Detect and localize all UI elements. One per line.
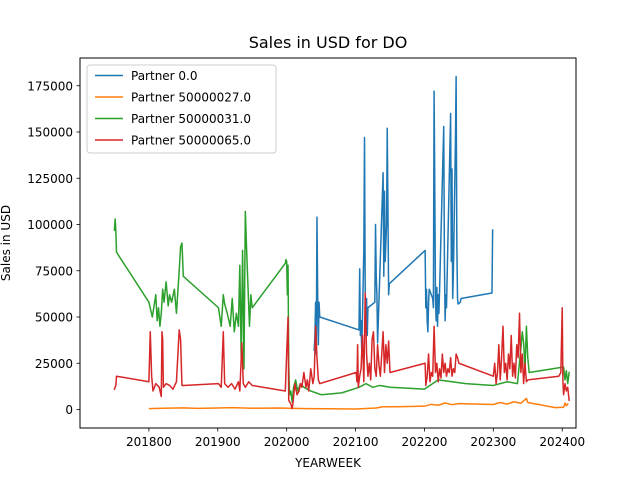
legend: Partner 0.0 Partner 50000027.0 Partner 500… bbox=[86, 64, 277, 154]
x-tick-label: 202300 bbox=[470, 435, 516, 449]
legend-entries: Partner 0.0 Partner 50000027.0 Partner 500… bbox=[95, 69, 251, 148]
series-line-1 bbox=[148, 397, 569, 410]
y-axis-label: Sales in USD bbox=[0, 205, 13, 281]
legend-label-3: Partner 50000065.0 bbox=[131, 134, 251, 148]
y-tick-label: 75000 bbox=[35, 264, 73, 278]
x-axis-ticks: 201800 201900 202000 202100 202200 202300 2024… bbox=[126, 428, 585, 449]
series-line-0 bbox=[313, 75, 494, 355]
x-tick-label: 202200 bbox=[402, 435, 448, 449]
plot-lines bbox=[113, 75, 570, 410]
x-tick-label: 201900 bbox=[195, 435, 241, 449]
legend-label-1: Partner 50000027.0 bbox=[131, 91, 251, 105]
series-line-3 bbox=[113, 292, 570, 410]
chart-title: Sales in USD for DO bbox=[249, 33, 408, 52]
x-tick-label: 202400 bbox=[539, 435, 585, 449]
y-tick-label: 0 bbox=[65, 403, 73, 417]
legend-label-2: Partner 50000031.0 bbox=[131, 112, 251, 126]
legend-label-0: Partner 0.0 bbox=[131, 69, 198, 83]
legend-box bbox=[86, 64, 277, 154]
y-tick-label: 150000 bbox=[27, 126, 73, 140]
y-tick-label: 100000 bbox=[27, 218, 73, 232]
y-tick-label: 125000 bbox=[27, 172, 73, 186]
x-tick-label: 201800 bbox=[126, 435, 172, 449]
x-tick-label: 202100 bbox=[333, 435, 379, 449]
y-axis-ticks: 0 25000 50000 75000 100000 125000 150000 175000 bbox=[27, 79, 80, 417]
y-tick-label: 25000 bbox=[35, 357, 73, 371]
plot-frame bbox=[79, 57, 577, 429]
series-line-2 bbox=[113, 210, 570, 403]
y-tick-label: 50000 bbox=[35, 311, 73, 325]
x-axis-label: YEARWEEK bbox=[294, 456, 362, 470]
y-tick-label: 175000 bbox=[27, 79, 73, 93]
x-tick-label: 202000 bbox=[264, 435, 310, 449]
